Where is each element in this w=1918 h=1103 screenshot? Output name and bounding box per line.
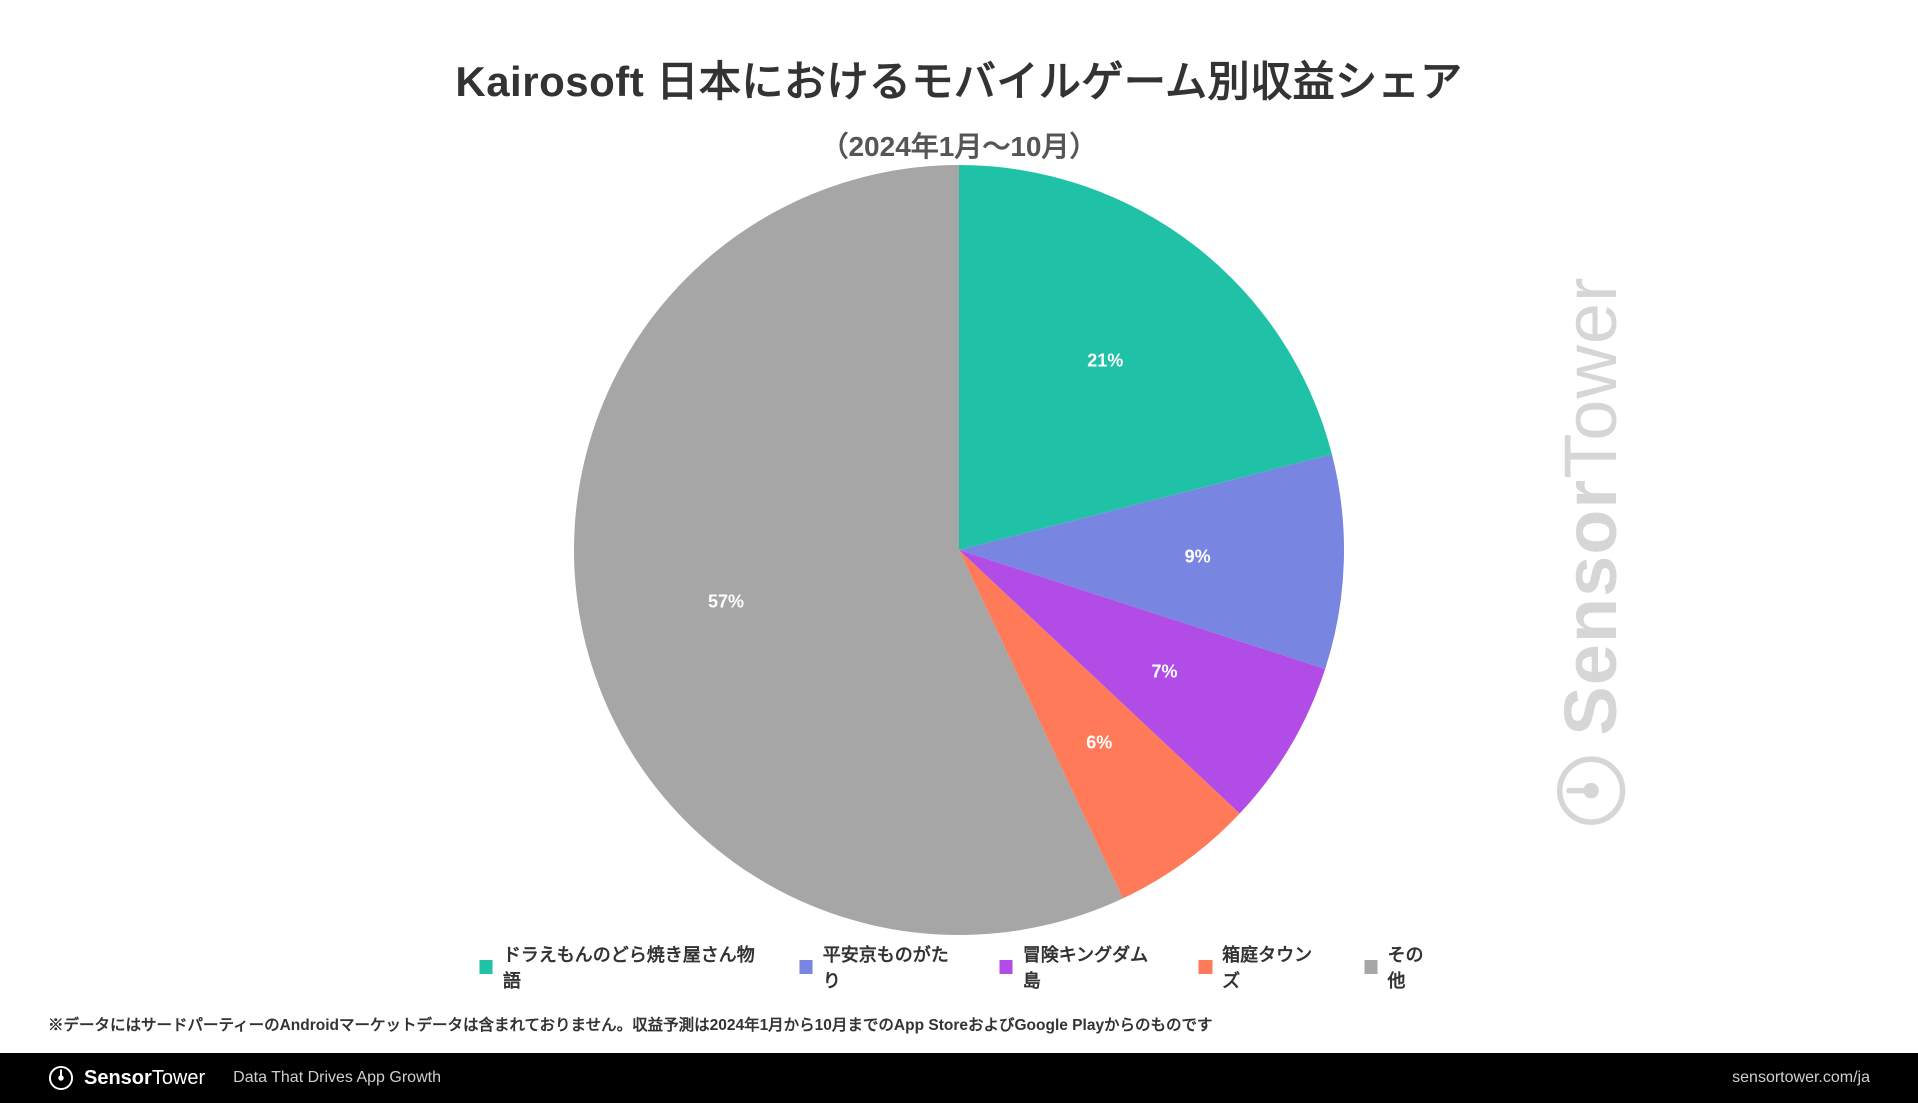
legend-item: 平安京ものがたり [799, 941, 959, 993]
pie-svg [559, 150, 1359, 950]
brand-logo-icon [48, 1065, 74, 1091]
legend-item: ドラえもんのどら焼き屋さん物語 [480, 941, 760, 993]
watermark-thin: Tower [1549, 276, 1632, 478]
footnote: ※データにはサードパーティーのAndroidマーケットデータは含まれておりません… [48, 1013, 1213, 1035]
pie-slice-label: 21% [1087, 351, 1123, 372]
pie-slice-label: 57% [708, 592, 744, 613]
legend-label: 箱庭タウンズ [1222, 941, 1324, 993]
watermark-bold: Sensor [1549, 478, 1632, 735]
pie-slice-label: 6% [1086, 733, 1112, 754]
legend-swatch [1199, 960, 1212, 974]
brand-watermark: SensorTower [1548, 276, 1633, 827]
legend-item: その他 [1364, 941, 1438, 993]
legend-swatch [799, 960, 812, 974]
footer-left: SensorTower Data That Drives App Growth [48, 1065, 441, 1091]
footer-brand-bold: Sensor [84, 1067, 152, 1089]
footer-tagline: Data That Drives App Growth [233, 1069, 441, 1087]
footer-url: sensortower.com/ja [1732, 1069, 1870, 1087]
brand-watermark-icon [1553, 753, 1627, 827]
pie-slice-label: 7% [1151, 661, 1177, 682]
legend-swatch [1364, 960, 1377, 974]
legend-label: 冒険キングダム島 [1023, 941, 1159, 993]
footer-brand: SensorTower [48, 1065, 205, 1091]
pie-slice-label: 9% [1185, 547, 1211, 568]
legend-label: 平安京ものがたり [823, 941, 960, 993]
pie-chart: 21% 9% 7% 6% 57% [559, 150, 1359, 950]
legend: ドラえもんのどら焼き屋さん物語 平安京ものがたり 冒険キングダム島 箱庭タウンズ その他 [480, 941, 1439, 993]
legend-item: 箱庭タウンズ [1199, 941, 1324, 993]
footer-brand-thin: Tower [152, 1067, 205, 1089]
legend-label: その他 [1387, 941, 1438, 993]
chart-title: Kairosoft 日本におけるモバイルゲーム別収益シェア [0, 0, 1918, 109]
legend-swatch [480, 960, 493, 974]
legend-item: 冒険キングダム島 [999, 941, 1158, 993]
legend-label: ドラえもんのどら焼き屋さん物語 [503, 941, 760, 993]
legend-swatch [999, 960, 1012, 974]
footer-bar: SensorTower Data That Drives App Growth … [0, 1053, 1918, 1103]
